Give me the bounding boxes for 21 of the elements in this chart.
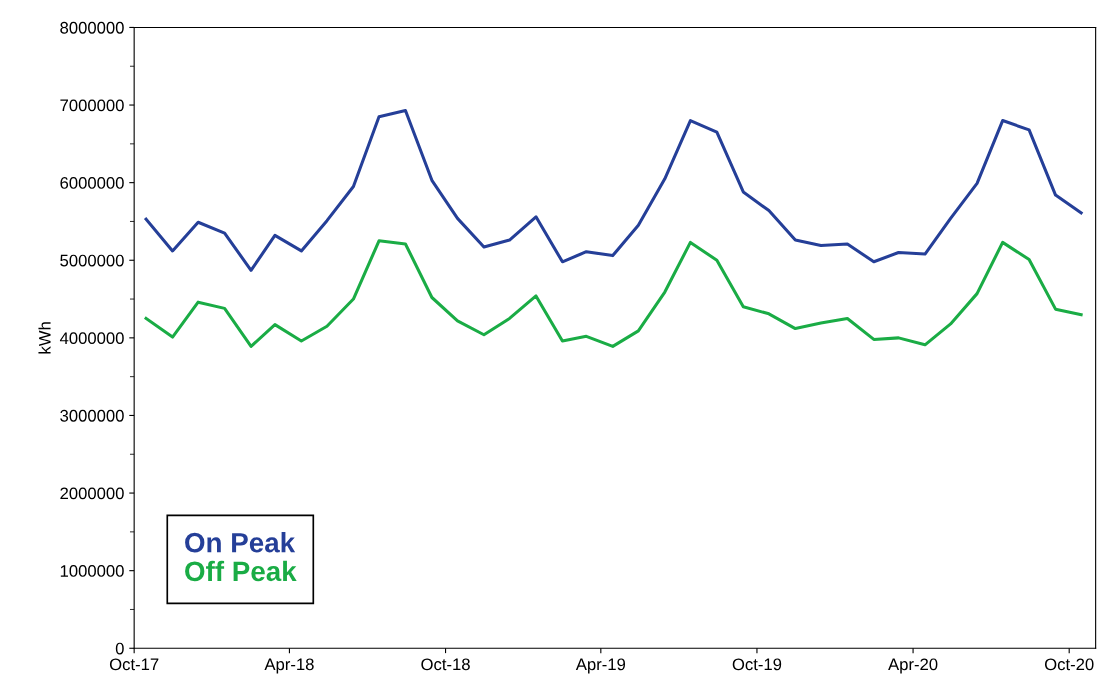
y-tick-label: 5000000 <box>60 254 124 267</box>
x-tick-label: Apr-18 <box>264 658 314 674</box>
x-tick-label: Oct-19 <box>732 658 782 671</box>
text: Off Peak <box>185 560 297 582</box>
y-tick-label: 1000000 <box>60 565 124 577</box>
x-tick-label: Oct-17 <box>109 658 159 671</box>
line-series <box>144 108 1083 272</box>
y-axis-title: kWh <box>38 322 51 354</box>
x-tick-label: Apr-19 <box>575 658 626 674</box>
y-tick-label: 0 <box>115 642 124 655</box>
y-tick-label: 6000000 <box>60 177 124 189</box>
x-tick-label: Oct-18 <box>421 658 470 671</box>
y-tick-label: 3000000 <box>60 409 124 422</box>
y-tick-label: 2000000 <box>60 487 124 500</box>
line-series <box>144 239 1083 348</box>
y-tick-label: 4000000 <box>59 332 124 345</box>
y-tick-label: 7000000 <box>60 99 124 112</box>
x-tick-label: Oct-20 <box>1044 658 1094 671</box>
x-tick-label: Apr-20 <box>888 658 938 674</box>
text: On Peak <box>185 532 296 553</box>
y-tick-label: 8000000 <box>60 21 124 34</box>
